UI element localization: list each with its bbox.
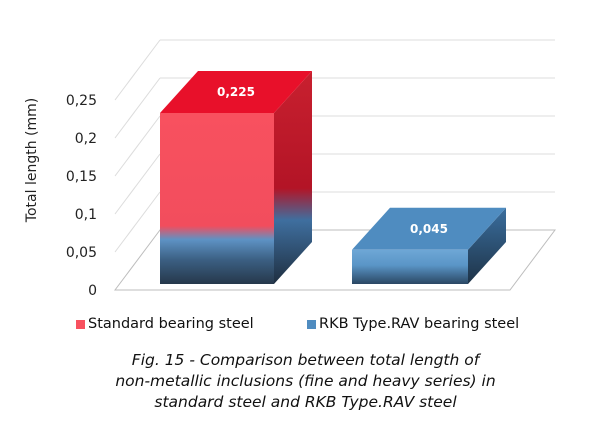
gridline-side [114,39,161,101]
bar-side-face [468,207,506,284]
legend-swatch-standard [76,319,85,329]
legend-swatch-rkb [307,319,316,329]
bar-top-face [352,207,506,250]
y-tick-label: 0 [88,283,97,299]
legend-label-standard: Standard bearing steel [88,316,254,332]
bar-front-face [160,113,274,284]
gridline-side [114,191,161,253]
bar-value-label: 0,225 [217,85,255,99]
y-axis-ticks: 0 0,05 0,1 0,15 0,2 0,25 [66,93,97,299]
legend-item-rkb: RKB Type.RAV bearing steel [307,316,519,332]
y-tick-label: 0,2 [75,131,97,147]
y-tick-label: 0,05 [66,245,97,261]
caption-line-2: non-metallic inclusions (fine and heavy … [115,372,496,390]
bar: 0,045 [352,207,506,284]
bar-value-label: 0,045 [410,222,448,236]
caption-line-1: Fig. 15 - Comparison between total lengt… [131,351,480,369]
gridline-side [114,115,161,177]
bar: 0,225 [160,71,312,284]
caption-line-3: standard steel and RKB Type.RAV steel [154,393,457,411]
bar-side-face [274,71,312,284]
y-axis-title: Total length (mm) [24,98,40,223]
legend-item-standard: Standard bearing steel [76,316,254,332]
gridline-side [114,77,161,139]
y-tick-label: 0,15 [66,169,97,185]
bars: 0,225 0,045 [160,71,506,284]
y-tick-label: 0,25 [66,93,97,109]
gridline-side [114,153,161,215]
figure-caption: Fig. 15 - Comparison between total lengt… [0,350,611,413]
y-tick-label: 0,1 [75,207,97,223]
legend-label-rkb: RKB Type.RAV bearing steel [319,316,520,332]
bar-top-face [160,71,312,113]
chart-legend: Standard bearing steel RKB Type.RAV bear… [0,316,611,340]
bar-front-face [352,249,468,284]
bar-chart-3d: 0,225 0,045 0 0,05 0,1 0,15 0,2 0,25 Total len… [24,39,556,299]
